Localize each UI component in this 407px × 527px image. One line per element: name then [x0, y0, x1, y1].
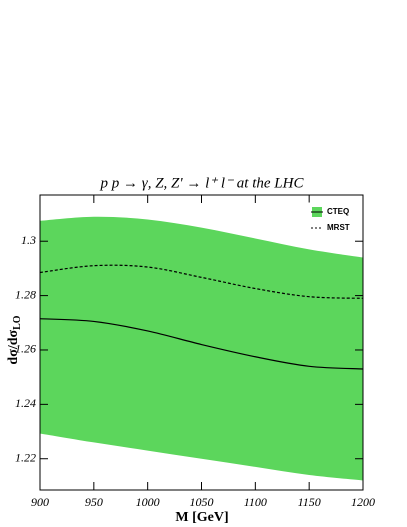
- legend-label: CTEQ: [327, 207, 349, 216]
- y-axis-label-main: dσ/dσ: [6, 330, 21, 365]
- band: [40, 216, 363, 481]
- x-tick-label: 1000: [136, 495, 160, 509]
- y-axis-label: dσ/dσLO: [6, 315, 23, 364]
- x-tick-label: 950: [85, 495, 103, 509]
- y-tick-label: 1.24: [15, 396, 36, 410]
- legend-label: MRST: [327, 223, 350, 232]
- y-tick-label: 1.22: [15, 450, 36, 464]
- x-tick-label: 1200: [351, 495, 375, 509]
- x-axis-label: M [GeV]: [175, 510, 228, 525]
- x-tick-label: 1050: [190, 495, 214, 509]
- y-tick-label: 1.26: [15, 342, 36, 356]
- line: [39, 318, 364, 370]
- y-tick-label: 1.28: [15, 287, 36, 301]
- line: [39, 264, 364, 299]
- x-tick-label: 1150: [298, 495, 321, 509]
- y-tick-label: 1.3: [21, 233, 36, 247]
- x-tick-label: 1100: [244, 495, 267, 509]
- y-axis-label-sub: LO: [12, 315, 23, 330]
- x-tick-label: 900: [31, 495, 49, 509]
- chart-title: p p → γ, Z, Z' → l⁺ l⁻ at the LHC: [100, 175, 305, 191]
